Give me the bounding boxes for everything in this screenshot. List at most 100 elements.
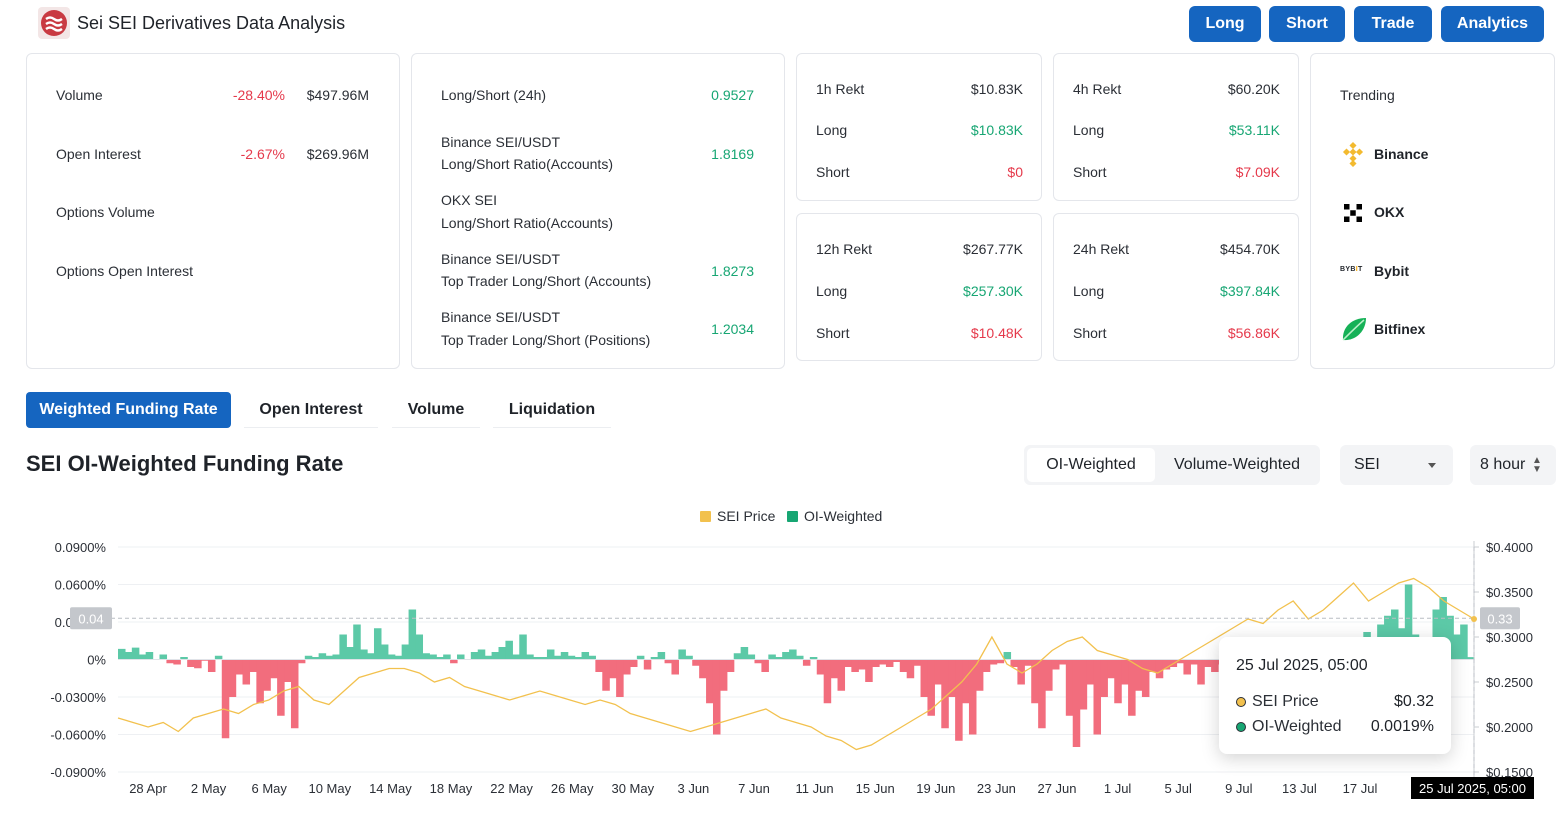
rate-bar <box>934 659 942 685</box>
rate-bar <box>1432 609 1441 660</box>
rate-bar <box>540 657 548 660</box>
trending-exchange-name: Binance <box>1374 146 1429 162</box>
rate-bar <box>989 659 998 665</box>
rate-bar <box>962 659 970 704</box>
symbol-select[interactable]: SEI <box>1340 445 1453 485</box>
trending-item-binance[interactable]: Binance <box>1340 141 1520 168</box>
open-interest-label: Open Interest <box>56 146 141 162</box>
rate-bar <box>519 634 527 660</box>
rekt-1h-card: 1h Rekt $10.83K Long $10.83K Short $0 <box>796 53 1042 201</box>
rate-bar <box>768 654 776 660</box>
rate-bar <box>1197 659 1205 685</box>
rate-bar <box>373 628 382 660</box>
trending-item-bitfinex[interactable]: Bitfinex <box>1340 315 1520 343</box>
rekt-24h-card: 24h Rekt $454.70K Long $397.84K Short $5… <box>1053 213 1299 361</box>
analytics-button[interactable]: Analytics <box>1441 6 1544 42</box>
rekt-12h-card: 12h Rekt $267.77K Long $257.30K Short $1… <box>796 213 1042 361</box>
tab-weighted-funding-rate[interactable]: Weighted Funding Rate <box>26 392 231 428</box>
rekt-short-value: $7.09K <box>1235 164 1280 180</box>
rate-bar <box>387 654 396 660</box>
rate-bar <box>1051 659 1060 670</box>
rate-bar <box>145 652 154 660</box>
rate-bar <box>602 659 610 691</box>
rate-bar <box>512 654 520 660</box>
rate-bar <box>1003 652 1012 660</box>
rate-bar <box>650 657 659 660</box>
rekt-short-value: $10.48K <box>970 325 1023 341</box>
rekt-title: 12h Rekt <box>816 241 873 257</box>
rate-bar <box>616 659 624 697</box>
rate-bar <box>685 655 693 660</box>
rekt-long-value: $53.11K <box>1228 122 1280 138</box>
rate-bar <box>491 652 500 660</box>
tab-open-interest[interactable]: Open Interest <box>244 392 378 428</box>
rekt-total: $60.20K <box>1227 81 1280 97</box>
rate-bar <box>775 657 783 660</box>
rate-bar <box>1128 659 1136 716</box>
trending-item-okx[interactable]: OKX <box>1340 199 1520 225</box>
trending-title: Trending <box>1340 87 1395 103</box>
rekt-short-value: $56.86K <box>1227 325 1280 341</box>
ratios-card: Long/Short (24h) 0.9527 Binance SEI/USDT… <box>411 53 785 369</box>
rate-bar <box>207 659 216 672</box>
rate-bar <box>221 659 230 739</box>
ratio-sublabel: Long/Short Ratio(Accounts) <box>441 156 613 172</box>
rekt-long-value: $10.83K <box>970 122 1023 138</box>
x-tick-label: 19 Jun <box>916 781 955 796</box>
rate-bar <box>629 659 638 667</box>
trending-item-bybit[interactable]: BYBIT Bybit <box>1340 258 1520 284</box>
rate-bar <box>270 659 278 679</box>
rate-bar <box>353 624 361 660</box>
legend-label: OI-Weighted <box>804 508 882 524</box>
tab-liquidation[interactable]: Liquidation <box>493 392 611 428</box>
rekt-total: $454.70K <box>1220 241 1280 257</box>
rekt-total: $267.77K <box>963 241 1023 257</box>
tab-volume[interactable]: Volume <box>392 392 480 428</box>
trending-card: Trending Binance <box>1310 53 1555 369</box>
rate-bar <box>1176 659 1185 664</box>
rate-bar <box>692 659 700 666</box>
rate-bar <box>505 640 513 660</box>
rekt-short-label: Short <box>816 325 850 341</box>
weighting-toggle: OI-Weighted Volume-Weighted <box>1024 445 1320 485</box>
rekt-short-label: Short <box>1073 325 1107 341</box>
x-tick-label: 17 Jul <box>1343 781 1378 796</box>
rate-bar <box>235 659 244 675</box>
okx-icon <box>1344 204 1362 227</box>
x-tick-label: 28 Apr <box>129 781 167 796</box>
rate-bar <box>436 657 444 660</box>
long-button[interactable]: Long <box>1189 6 1261 42</box>
interval-select-value: 8 hour <box>1480 456 1526 473</box>
rate-bar <box>865 659 873 682</box>
rate-bar <box>636 655 645 660</box>
volume-weighted-toggle[interactable]: Volume-Weighted <box>1174 456 1300 473</box>
ratio-sublabel: Top Trader Long/Short (Positions) <box>441 332 651 348</box>
rate-bar <box>975 659 984 691</box>
trending-exchange-name: Bybit <box>1374 263 1409 279</box>
rate-bar <box>726 659 735 672</box>
volume-label: Volume <box>56 87 103 103</box>
x-tick-label: 11 Jun <box>796 781 834 796</box>
trade-button[interactable]: Trade <box>1354 6 1432 42</box>
rate-bar <box>885 659 894 667</box>
rate-bar <box>1148 659 1157 672</box>
sei-logo-icon <box>38 7 70 39</box>
rate-bar <box>1155 659 1164 679</box>
symbol-select-value: SEI <box>1354 456 1380 473</box>
oi-weighted-toggle[interactable]: OI-Weighted <box>1027 448 1155 482</box>
rate-bar <box>380 644 389 660</box>
rate-bar <box>955 659 963 741</box>
x-tick-label: 9 Jul <box>1225 781 1253 796</box>
open-interest-change: -2.67% <box>240 146 285 162</box>
rate-bar <box>1439 597 1447 660</box>
chart-title: SEI OI-Weighted Funding Rate <box>26 451 344 476</box>
rate-bar <box>339 634 347 660</box>
short-button[interactable]: Short <box>1269 6 1345 42</box>
rate-bar <box>1045 659 1053 691</box>
rate-bar <box>643 659 652 670</box>
rate-bar <box>277 659 285 716</box>
interval-select[interactable]: 8 hour ▲ ▼ <box>1470 445 1556 485</box>
rate-bar <box>1211 659 1219 672</box>
rate-bar <box>443 654 451 660</box>
rate-dot-icon <box>1236 722 1246 732</box>
